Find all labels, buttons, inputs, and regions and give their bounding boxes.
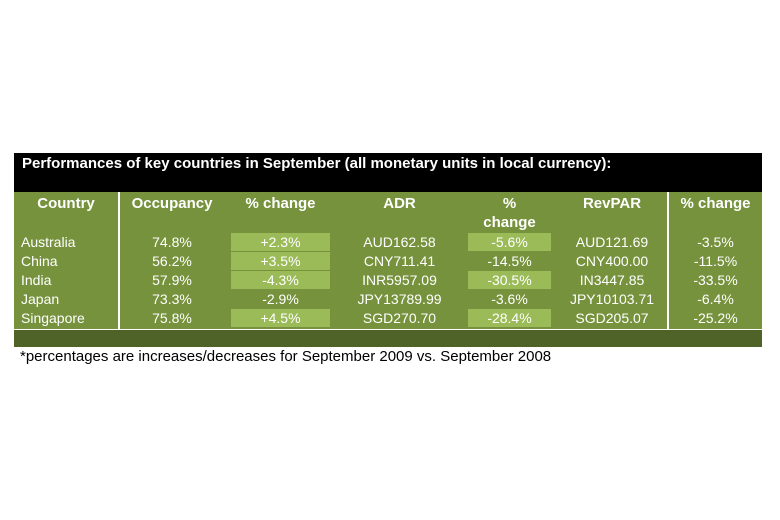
table-row: China 56.2% +3.5% CNY711.41 -14.5% CNY400.00 -… <box>14 251 762 270</box>
table-cell: -5.6% <box>462 232 557 251</box>
column-header: % change <box>668 192 762 232</box>
cell-text: 75.8% <box>152 309 192 326</box>
column-header: % change <box>462 192 557 232</box>
table-cell: SGD205.07 <box>557 308 669 329</box>
table-cell: China <box>14 251 120 270</box>
table-row: India 57.9% -4.3% INR5957.09 -30.5% IN3447.85… <box>14 270 762 289</box>
table-row: Australia 74.8% +2.3% AUD162.58 -5.6% AUD121.… <box>14 232 762 251</box>
cell-text: CNY400.00 <box>575 252 649 269</box>
column-header-text: ADR <box>383 195 416 212</box>
table-cell: -33.5% <box>668 270 762 289</box>
cell-text: -33.5% <box>693 271 738 288</box>
table-cell: -3.6% <box>462 289 557 308</box>
cell-text: -14.5% <box>487 252 532 269</box>
footnote: *percentages are increases/decreases for… <box>20 348 552 365</box>
cell-text: Australia <box>21 233 76 250</box>
cell-text: +2.3% <box>230 232 331 251</box>
cell-text: -2.9% <box>262 290 299 307</box>
table-cell: JPY10103.71 <box>557 289 669 308</box>
table-cell: 56.2% <box>119 251 224 270</box>
table-cell: +3.5% <box>224 251 337 270</box>
cell-text: +4.5% <box>230 308 331 327</box>
table-cell: Japan <box>14 289 120 308</box>
cell-text: JPY10103.71 <box>569 290 655 307</box>
table-body: Australia 74.8% +2.3% AUD162.58 -5.6% AUD121.… <box>14 232 762 329</box>
table-cell: IN3447.85 <box>557 270 669 289</box>
column-header: Country <box>14 192 120 232</box>
cell-text: Japan <box>21 290 60 307</box>
table-row: Singapore 75.8% +4.5% SGD270.70 -28.4% SGD205… <box>14 308 762 329</box>
table-cell: -28.4% <box>462 308 557 329</box>
table-cell: -3.5% <box>668 232 762 251</box>
cell-text: CNY711.41 <box>363 252 436 269</box>
table-cell: 73.3% <box>119 289 224 308</box>
cell-text: -25.2% <box>693 309 738 326</box>
cell-text: AUD121.69 <box>575 233 649 250</box>
table-cell: SGD270.70 <box>337 308 462 329</box>
cell-text: -11.5% <box>693 252 738 269</box>
cell-text: INR5957.09 <box>362 271 437 288</box>
table-cell: 74.8% <box>119 232 224 251</box>
table-cell: INR5957.09 <box>337 270 462 289</box>
table-cell: CNY711.41 <box>337 251 462 270</box>
table-cell: -6.4% <box>668 289 762 308</box>
cell-text: -5.6% <box>467 232 552 251</box>
table-cell: -25.2% <box>668 308 762 329</box>
table-cell: -4.3% <box>224 270 337 289</box>
table-cell: -14.5% <box>462 251 557 270</box>
cell-text: China <box>21 252 58 269</box>
table-cell: -2.9% <box>224 289 337 308</box>
table-cell: Singapore <box>14 308 120 329</box>
table-cell: +2.3% <box>224 232 337 251</box>
column-header: Occupancy <box>119 192 224 232</box>
column-header: % change <box>224 192 337 232</box>
cell-text: 74.8% <box>152 233 192 250</box>
cell-text: Singapore <box>21 309 85 326</box>
cell-text: +3.5% <box>230 251 331 270</box>
table-cell: 57.9% <box>119 270 224 289</box>
cell-text: -3.5% <box>697 233 734 250</box>
performance-table: Country Occupancy % change ADR % change RevPA… <box>14 192 762 329</box>
column-header-text: Country <box>37 195 95 212</box>
cell-text: IN3447.85 <box>579 271 645 288</box>
column-header-text: % change <box>680 195 751 212</box>
cell-text: SGD205.07 <box>575 309 649 326</box>
table-cell: AUD162.58 <box>337 232 462 251</box>
cell-text: India <box>21 271 52 288</box>
table-cell: JPY13789.99 <box>337 289 462 308</box>
cell-text: -6.4% <box>697 290 734 307</box>
table-cell: Australia <box>14 232 120 251</box>
table-title: Performances of key countries in Septemb… <box>14 153 762 192</box>
header-row: Country Occupancy % change ADR % change RevPA… <box>14 192 762 232</box>
cell-text: -28.4% <box>467 308 552 327</box>
cell-text: -30.5% <box>467 270 552 289</box>
table-row: Japan 73.3% -2.9% JPY13789.99 -3.6% JPY10103.… <box>14 289 762 308</box>
table-cell: AUD121.69 <box>557 232 669 251</box>
table-cell: -30.5% <box>462 270 557 289</box>
cell-text: 56.2% <box>152 252 192 269</box>
cell-text: AUD162.58 <box>363 233 436 250</box>
column-header-text: Occupancy <box>131 195 213 212</box>
column-header-text: % change <box>483 195 536 231</box>
table-cell: 75.8% <box>119 308 224 329</box>
cell-text: 73.3% <box>152 290 192 307</box>
table-cell: India <box>14 270 120 289</box>
table-cell: +4.5% <box>224 308 337 329</box>
table-cell: -11.5% <box>668 251 762 270</box>
column-header: ADR <box>337 192 462 232</box>
column-header-text: RevPAR <box>582 195 642 212</box>
cell-text: SGD270.70 <box>362 309 437 326</box>
bottom-bar <box>14 330 762 347</box>
table-cell: CNY400.00 <box>557 251 669 270</box>
cell-text: 57.9% <box>152 271 192 288</box>
cell-text: -3.6% <box>491 290 528 307</box>
cell-text: -4.3% <box>230 270 331 289</box>
column-header-text: % change <box>245 195 316 212</box>
column-header: RevPAR <box>557 192 669 232</box>
cell-text: JPY13789.99 <box>357 290 442 307</box>
